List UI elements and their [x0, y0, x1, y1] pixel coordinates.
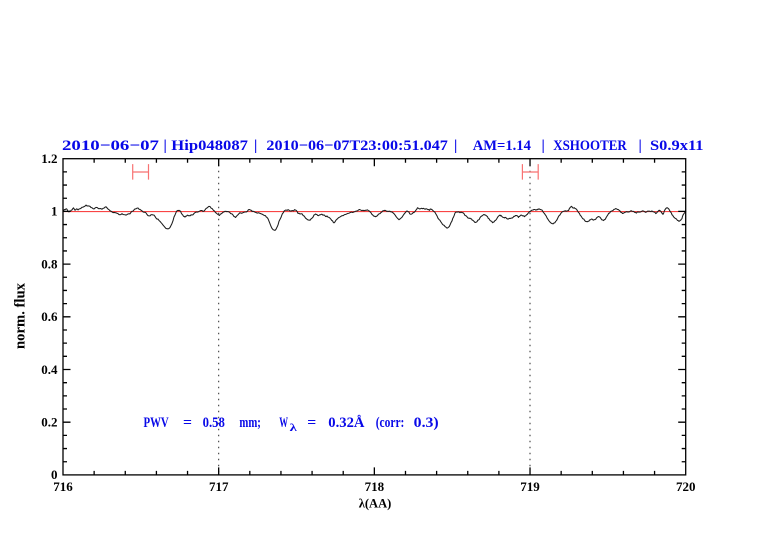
- svg-text:|: |: [254, 138, 257, 154]
- svg-text:mm;: mm;: [239, 415, 261, 431]
- svg-text:W: W: [279, 415, 288, 431]
- svg-text:0.6: 0.6: [41, 309, 58, 324]
- svg-text:λ: λ: [290, 422, 298, 434]
- svg-text:2010−06−07T23:00:51.047: 2010−06−07T23:00:51.047: [266, 138, 448, 154]
- svg-text:AM=1.14: AM=1.14: [473, 138, 532, 154]
- svg-text:716: 716: [53, 479, 73, 494]
- svg-text:Hip048087: Hip048087: [171, 138, 248, 154]
- svg-text:XSHOOTER: XSHOOTER: [553, 138, 627, 154]
- svg-text:0.32Å: 0.32Å: [328, 415, 364, 431]
- svg-text:0.4: 0.4: [41, 362, 58, 377]
- svg-text:0.58: 0.58: [203, 415, 225, 431]
- svg-text:|: |: [639, 138, 642, 154]
- svg-text:719: 719: [520, 479, 540, 494]
- svg-text:=: =: [307, 415, 316, 431]
- svg-text:720: 720: [676, 479, 696, 494]
- svg-text:norm. flux: norm. flux: [13, 283, 29, 349]
- svg-text:0.8: 0.8: [41, 256, 58, 271]
- svg-text:=: =: [183, 415, 192, 431]
- svg-text:|: |: [542, 138, 545, 154]
- svg-text:1: 1: [51, 204, 58, 219]
- svg-text:PWV: PWV: [144, 415, 169, 431]
- svg-text:2010−06−07: 2010−06−07: [62, 138, 160, 154]
- svg-text:(corr:: (corr:: [376, 415, 405, 431]
- svg-text:717: 717: [209, 479, 229, 494]
- svg-text:S0.9x11: S0.9x11: [650, 138, 704, 154]
- svg-text:|: |: [454, 138, 457, 154]
- svg-text:0.2: 0.2: [41, 415, 57, 430]
- svg-text:|: |: [164, 138, 167, 154]
- svg-text:λ(AA): λ(AA): [359, 496, 392, 511]
- svg-text:0: 0: [51, 467, 58, 482]
- svg-text:718: 718: [365, 479, 385, 494]
- svg-text:1.2: 1.2: [41, 151, 57, 166]
- svg-text:0.3): 0.3): [414, 415, 439, 431]
